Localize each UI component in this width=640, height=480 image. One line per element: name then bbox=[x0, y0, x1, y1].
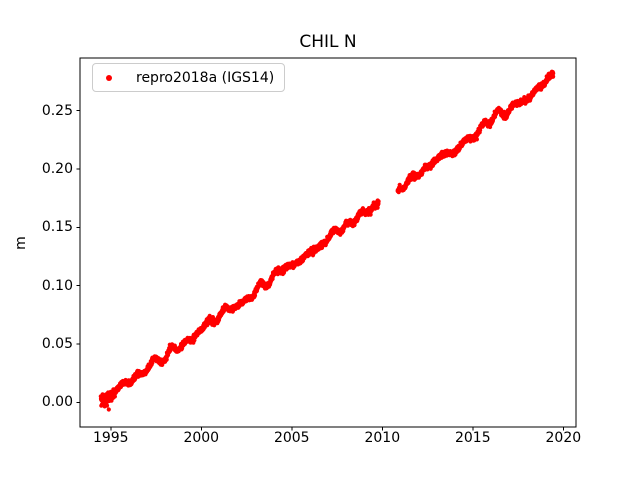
x-tick-label: 2020 bbox=[545, 430, 582, 446]
x-tick-label: 2000 bbox=[183, 430, 220, 446]
red-dot-marker-icon bbox=[106, 75, 112, 81]
y-tick-label: 0.20 bbox=[41, 160, 73, 177]
y-tick-label: 0.10 bbox=[41, 277, 73, 294]
axes-frame bbox=[79, 57, 577, 428]
y-tick-label: 0.05 bbox=[41, 336, 73, 353]
x-tick-label: 2005 bbox=[273, 430, 310, 446]
y-tick-label: 0.00 bbox=[41, 394, 73, 411]
legend: repro2018a (IGS14) bbox=[92, 63, 285, 92]
axis-tick-marks bbox=[76, 110, 564, 431]
y-axis-label: m bbox=[13, 236, 29, 250]
x-tick-label: 2015 bbox=[454, 430, 491, 446]
chart-title: CHIL N bbox=[299, 32, 357, 52]
scatter-series bbox=[98, 69, 556, 412]
x-tick-label: 1995 bbox=[92, 430, 129, 446]
y-tick-label: 0.25 bbox=[41, 102, 73, 119]
legend-label: repro2018a (IGS14) bbox=[136, 70, 275, 86]
y-tick-label: 0.15 bbox=[41, 219, 73, 236]
x-tick-label: 2010 bbox=[364, 430, 401, 446]
